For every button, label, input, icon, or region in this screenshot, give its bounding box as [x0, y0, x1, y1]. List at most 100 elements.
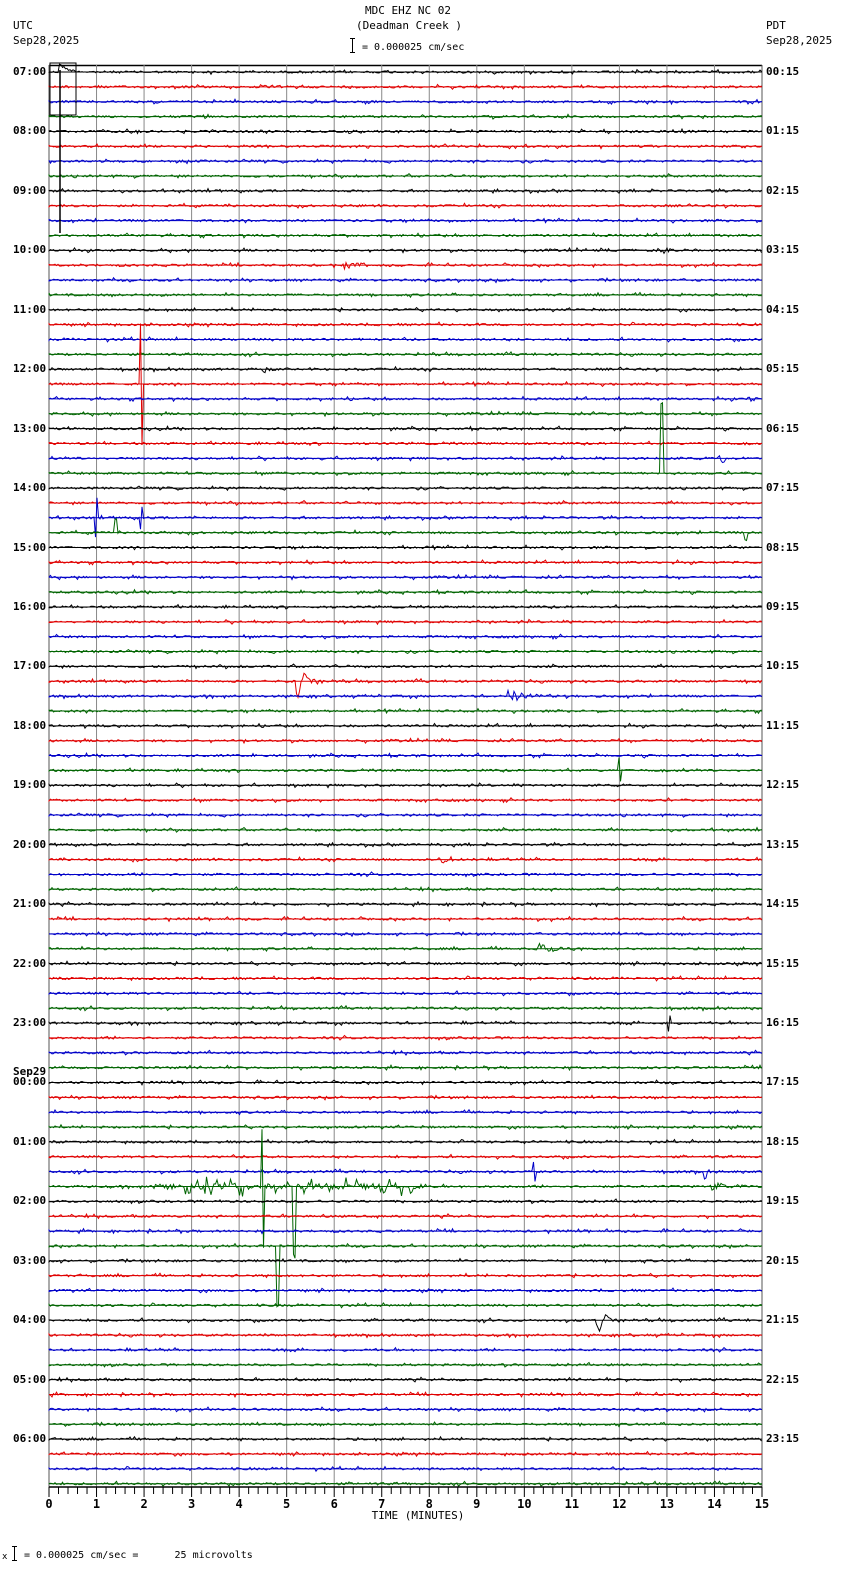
trace-row — [48, 871, 762, 878]
trace-row — [48, 603, 762, 610]
pdt-hour-label: 09:15 — [766, 599, 800, 613]
pdt-hour-label: 02:15 — [766, 183, 800, 197]
trace-row — [48, 518, 762, 542]
trace-row — [48, 797, 762, 804]
pdt-hour-label: 00:15 — [766, 65, 800, 78]
utc-hour-label: 20:00 — [13, 837, 47, 851]
utc-hour-label: 01:00 — [13, 1134, 47, 1148]
trace-row — [48, 722, 762, 730]
pdt-hour-label: 11:15 — [766, 718, 800, 732]
utc-hour-label: 13:00 — [13, 421, 47, 435]
trace-row — [48, 143, 762, 150]
x-tick-label: 14 — [707, 1497, 721, 1511]
x-tick-label: 1 — [93, 1497, 100, 1511]
trace-row — [48, 707, 762, 715]
pdt-hour-label: 17:15 — [766, 1075, 800, 1089]
trace-row — [48, 485, 762, 492]
trace-row — [48, 1079, 762, 1086]
pdt-hour-label: 18:15 — [766, 1134, 800, 1148]
utc-hour-label: 03:00 — [13, 1253, 47, 1267]
trace-row — [48, 1376, 762, 1383]
trace-row — [48, 1108, 762, 1116]
trace-row — [48, 633, 762, 640]
x-tick-label: 13 — [660, 1497, 674, 1511]
trace-row — [48, 497, 762, 538]
pdt-hour-label: 23:15 — [766, 1432, 800, 1446]
trace-row — [48, 350, 762, 358]
trace-row — [48, 1064, 762, 1072]
x-axis-title: TIME (MINUTES) — [371, 1509, 465, 1522]
scale-bar-icon — [350, 38, 355, 53]
trace-row — [48, 63, 762, 76]
pdt-hour-label: 10:15 — [766, 659, 800, 673]
pdt-hour-label: 12:15 — [766, 778, 800, 792]
trace-row — [48, 276, 762, 284]
utc-hour-label: 10:00 — [13, 243, 47, 257]
pdt-hour-label: 19:15 — [766, 1194, 800, 1208]
trace-row — [48, 217, 762, 224]
pdt-hour-label: 03:15 — [766, 243, 800, 257]
utc-hour-label: 09:00 — [13, 183, 47, 197]
x-tick-label: 12 — [612, 1497, 626, 1511]
left-date: Sep28,2025 — [13, 34, 80, 47]
utc-hour-label: 19:00 — [13, 778, 47, 792]
utc-hour-label: 00:00 — [13, 1075, 47, 1089]
trace-row — [48, 1450, 762, 1458]
trace-row — [48, 321, 762, 328]
utc-hour-label: 04:00 — [13, 1313, 47, 1327]
trace-row — [48, 246, 762, 255]
trace-row — [48, 1015, 762, 1032]
trace-row — [48, 158, 762, 165]
right-date: Sep28,2025 — [766, 34, 833, 47]
pdt-hour-label: 16:15 — [766, 1016, 800, 1030]
trace-row — [48, 1049, 762, 1056]
trace-row — [48, 425, 762, 432]
pdt-hour-label: 13:15 — [766, 837, 800, 851]
trace-row — [48, 757, 762, 782]
utc-hour-label: 02:00 — [13, 1194, 47, 1208]
trace-row — [48, 365, 762, 374]
trace-row — [48, 336, 762, 343]
trace-row — [48, 410, 762, 418]
trace-row — [48, 975, 762, 982]
right-timezone: PDT — [766, 19, 786, 32]
x-tick-label: 3 — [188, 1497, 195, 1511]
pdt-hour-label: 15:15 — [766, 956, 800, 970]
trace-row — [48, 454, 762, 464]
x-tick-label: 15 — [755, 1497, 769, 1511]
trace-row — [48, 1480, 762, 1487]
trace-row — [48, 499, 762, 507]
utc-hour-label: 14:00 — [13, 481, 47, 495]
pdt-hour-label: 01:15 — [766, 124, 800, 138]
trace-row — [48, 127, 762, 135]
x-tick-label: 6 — [331, 1497, 338, 1511]
utc-hour-label: 07:00 — [13, 65, 47, 78]
trace-row — [48, 83, 762, 90]
utc-hour-label: 15:00 — [13, 540, 47, 554]
trace-row — [48, 1123, 762, 1131]
trace-row — [48, 841, 762, 848]
trace-row — [48, 915, 762, 923]
trace-row — [48, 931, 762, 938]
trace-row — [48, 1465, 762, 1473]
utc-hour-label: 08:00 — [13, 124, 47, 138]
x-tick-label: 9 — [473, 1497, 480, 1511]
trace-row — [48, 900, 762, 908]
trace-row — [48, 1406, 762, 1413]
x-tick-label: 2 — [140, 1497, 147, 1511]
trace-row — [48, 1435, 762, 1442]
trace-row — [48, 1034, 762, 1041]
utc-hour-label: 17:00 — [13, 659, 47, 673]
x-tick-label: 4 — [236, 1497, 243, 1511]
trace-row — [48, 1153, 762, 1160]
trace-row — [48, 187, 762, 194]
trace-row — [48, 1361, 762, 1368]
utc-hour-label: 22:00 — [13, 956, 47, 970]
utc-hour-label: 21:00 — [13, 897, 47, 911]
trace-row — [48, 1391, 762, 1399]
pdt-hour-label: 21:15 — [766, 1313, 800, 1327]
footer-scale-text: = 0.000025 cm/sec = 25 microvolts — [24, 1550, 253, 1561]
date-change-label: Sep29 — [13, 1065, 47, 1079]
trace-row — [48, 261, 762, 271]
trace-row — [48, 826, 762, 833]
